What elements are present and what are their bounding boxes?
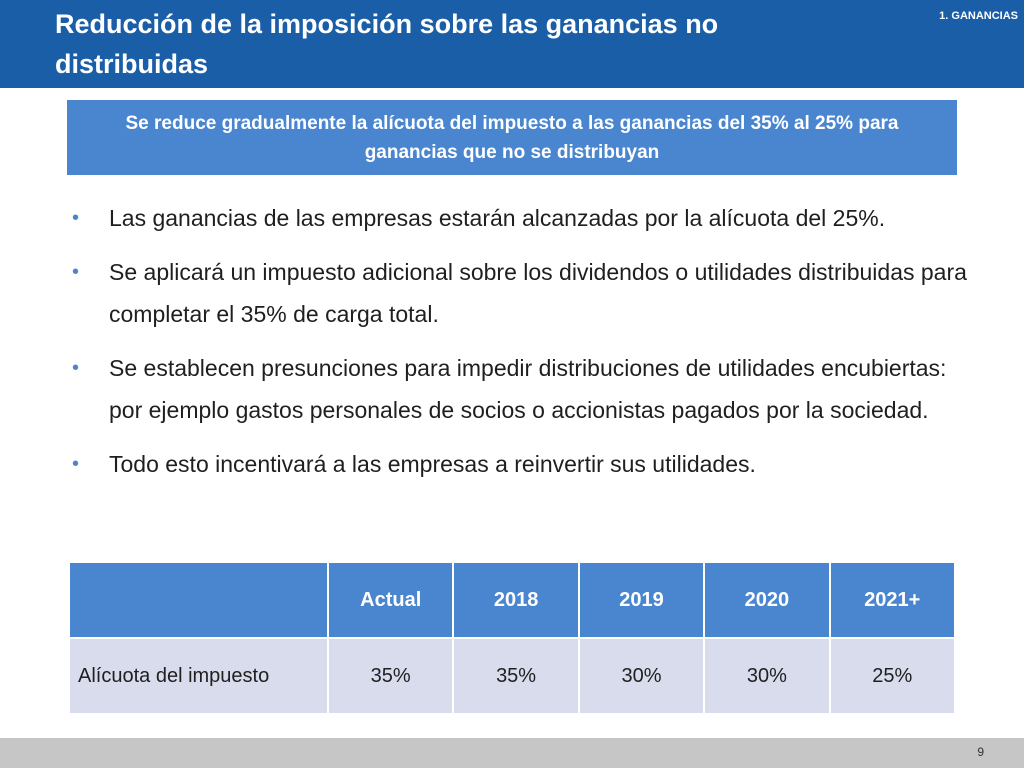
table-header-cell: 2020 <box>703 561 831 639</box>
table-cell: 25% <box>828 637 957 715</box>
bullet-icon: • <box>72 357 80 379</box>
bullet-list: • Las ganancias de las empresas estarán … <box>72 197 972 497</box>
bullet-text: Se establecen presunciones para impedir … <box>109 355 947 423</box>
table-header-cell: 2021+ <box>828 561 957 639</box>
bullet-item: • Todo esto incentivará a las empresas a… <box>72 443 972 485</box>
bullet-icon: • <box>72 453 80 475</box>
table-header-row: Actual 2018 2019 2020 2021+ <box>68 561 957 639</box>
section-label: 1. GANANCIAS <box>939 10 1018 22</box>
bullet-item: • Se establecen presunciones para impedi… <box>72 347 972 431</box>
bullet-icon: • <box>72 207 80 229</box>
table-cell: 35% <box>326 637 455 715</box>
table-header-cell <box>68 561 329 639</box>
bullet-item: • Se aplicará un impuesto adicional sobr… <box>72 251 972 335</box>
table-cell: 30% <box>577 637 706 715</box>
table-header-cell: 2019 <box>577 561 706 639</box>
table-header-cell: 2018 <box>452 561 580 639</box>
summary-callout: Se reduce gradualmente la alícuota del i… <box>67 100 957 175</box>
table-row-label: Alícuota del impuesto <box>68 637 329 715</box>
bullet-icon: • <box>72 261 80 283</box>
table-header-cell: Actual <box>326 561 455 639</box>
slide-footer: 9 <box>0 738 1024 768</box>
slide-title: Reducción de la imposición sobre las gan… <box>55 9 719 79</box>
slide-header: Reducción de la imposición sobre las gan… <box>0 0 1024 88</box>
table-cell: 30% <box>703 637 831 715</box>
bullet-text: Las ganancias de las empresas estarán al… <box>109 205 886 231</box>
table-row: Alícuota del impuesto 35% 35% 30% 30% 25… <box>68 637 957 715</box>
page-number: 9 <box>977 745 984 759</box>
summary-callout-text: Se reduce gradualmente la alícuota del i… <box>125 112 899 163</box>
bullet-text: Se aplicará un impuesto adicional sobre … <box>109 259 967 327</box>
table-cell: 35% <box>452 637 580 715</box>
tax-rate-table: Actual 2018 2019 2020 2021+ Alícuota del… <box>68 561 957 715</box>
bullet-text: Todo esto incentivará a las empresas a r… <box>109 451 756 477</box>
bullet-item: • Las ganancias de las empresas estarán … <box>72 197 972 239</box>
